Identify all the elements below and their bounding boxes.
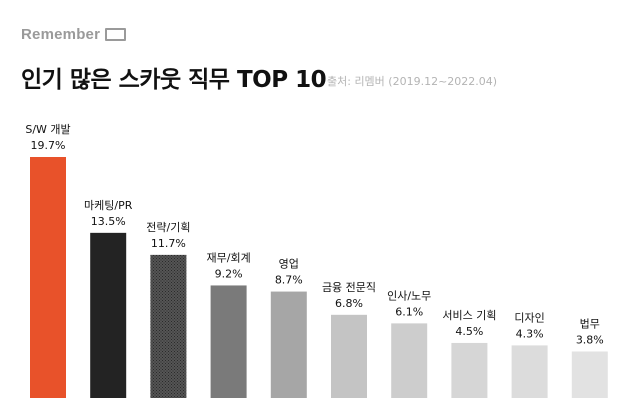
brand-name: Remember [21, 26, 101, 43]
bar-2 [90, 232, 127, 398]
value-label-7: 6.1% [395, 305, 423, 318]
value-label-4: 9.2% [215, 267, 243, 280]
chart-source: 출처: 리멤버 (2019.12~2022.04) [327, 75, 498, 88]
category-label-6: 금융 전문직 [322, 281, 376, 294]
bar-10 [571, 351, 608, 398]
bar-3 [150, 254, 187, 398]
bar-1 [30, 157, 66, 398]
bar-8 [451, 342, 488, 398]
category-label-5: 영업 [279, 258, 299, 271]
value-label-1: 19.7% [31, 139, 66, 152]
category-label-2: 마케팅/PR [84, 199, 133, 212]
value-label-8: 4.5% [455, 325, 483, 338]
bar-6 [331, 314, 367, 398]
value-label-9: 4.3% [516, 327, 544, 340]
brand-logo: Remember [21, 26, 127, 43]
value-label-2: 13.5% [91, 215, 126, 228]
category-label-4: 재무/회계 [207, 251, 251, 264]
chart-title: 인기 많은 스카웃 직무 TOP 10 [21, 67, 327, 93]
bar-7 [391, 323, 428, 398]
category-label-1: S/W 개발 [25, 123, 70, 136]
category-label-3: 전략/기획 [146, 221, 190, 234]
value-label-3: 11.7% [151, 237, 186, 250]
category-label-10: 법무 [580, 318, 600, 331]
value-label-5: 8.7% [275, 274, 303, 287]
category-label-7: 인사/노무 [387, 289, 431, 302]
value-label-6: 6.8% [335, 297, 363, 310]
bar-4 [210, 285, 247, 398]
value-label-10: 3.8% [576, 334, 604, 347]
brand-box-icon [105, 28, 127, 41]
category-label-9: 디자인 [514, 311, 544, 324]
bar-9 [511, 345, 548, 398]
category-label-8: 서비스 기획 [442, 309, 496, 322]
bar-5 [270, 291, 307, 398]
